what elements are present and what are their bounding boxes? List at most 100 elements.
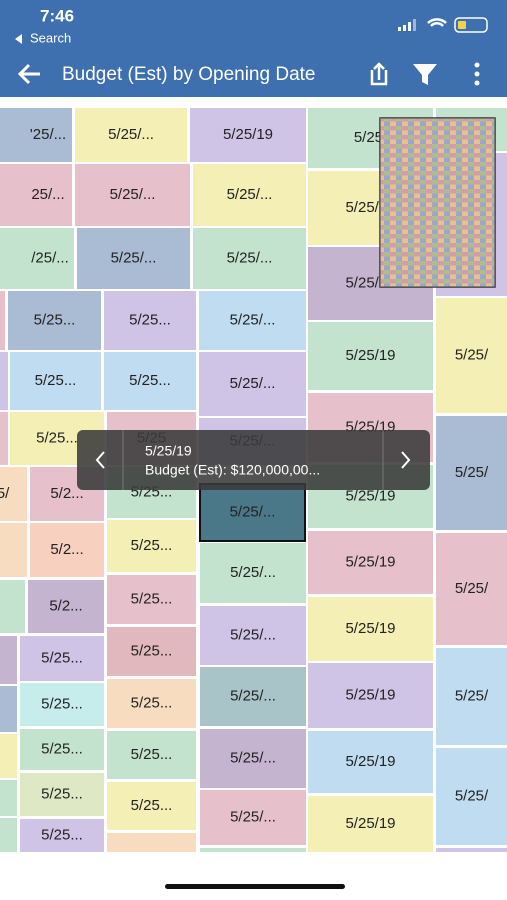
treemap-tile[interactable] [436,648,507,745]
battery-icon [454,17,488,33]
treemap-tile[interactable] [75,108,187,162]
treemap-tile[interactable] [436,416,507,530]
more-button[interactable] [474,62,480,86]
treemap-tile[interactable] [190,108,306,162]
treemap-tile[interactable] [0,636,17,684]
treemap-tile[interactable] [20,729,104,770]
treemap-tile[interactable] [0,580,25,633]
minimap[interactable] [379,117,496,288]
tile-label: 5/25/19 [345,487,395,504]
tile-label: 5/25... [41,785,83,802]
treemap-tile[interactable] [107,627,196,676]
treemap-tile[interactable] [0,352,8,410]
battery-level [458,21,466,29]
treemap-tile[interactable] [0,734,17,778]
tile-label: 5/25/... [227,186,273,203]
treemap-tile[interactable] [20,773,104,816]
treemap: '25/... 5/25/... 5/25/19 25/... 5/25/... 5/25… [0,108,507,852]
tile-label: 5/25/19 [345,753,395,770]
treemap-tile[interactable] [77,228,190,289]
treemap-tile[interactable] [10,352,101,410]
tile-label: 5/25/... [230,503,276,520]
tile-label: 25/... [31,186,64,203]
tooltip-prev[interactable] [95,451,105,469]
tile-label: 5/25... [36,429,78,446]
treemap-tile[interactable] [308,663,433,728]
treemap-tile[interactable] [107,833,196,852]
treemap-tile[interactable] [0,291,5,350]
treemap-tile[interactable] [0,164,72,226]
tile-label: 5/25/... [230,375,276,392]
treemap-tile[interactable] [200,848,306,852]
tile-label: 5/25/19 [345,620,395,637]
treemap-tile[interactable] [20,636,104,681]
share-button[interactable] [370,62,388,86]
treemap-tile[interactable] [0,686,17,732]
tile-label: 5/25/... [230,564,276,581]
tile-label: 5/25... [34,311,76,328]
treemap-tile[interactable] [199,291,306,350]
treemap-tile[interactable] [107,679,196,728]
tile-label: 5/ [0,485,10,502]
treemap-tile[interactable] [20,819,104,852]
treemap-tile[interactable] [199,352,306,416]
treemap-tile[interactable] [104,291,196,350]
tooltip-next[interactable] [401,451,411,469]
treemap-tile[interactable] [308,796,433,852]
treemap-tile[interactable] [107,731,196,779]
treemap-tile[interactable] [199,483,306,542]
minimap-shade [380,118,495,287]
treemap-tile[interactable] [200,543,306,603]
treemap-tile[interactable] [436,848,507,852]
treemap-tile[interactable] [0,818,17,852]
tile-label: 5/25/... [230,626,276,643]
treemap-tile[interactable] [0,228,74,289]
treemap-tile[interactable] [0,523,27,577]
tile-label: 5/2... [49,597,82,614]
home-indicator [165,884,345,889]
tooltip: 5/25/19 Budget (Est): $120,000,00... [77,430,430,490]
treemap-tile[interactable] [200,667,306,726]
treemap-tile[interactable] [30,523,104,577]
treemap-tile[interactable] [193,228,306,289]
treemap-tile[interactable] [75,164,190,226]
tile-label: 5/25... [41,649,83,666]
treemap-tile[interactable] [308,731,433,793]
tile-label: 5/25... [129,372,171,389]
treemap-tile[interactable] [107,575,196,624]
treemap-tile[interactable] [436,748,507,845]
treemap-tile[interactable] [193,164,306,226]
back-to-search[interactable]: Search [30,30,71,45]
tile-label: 5/25... [129,311,171,328]
back-caret [15,34,22,44]
tile-label: 5/25/... [108,126,154,143]
wifi-icon [427,18,447,27]
treemap-tile[interactable] [200,790,306,845]
treemap-tile[interactable] [308,597,433,661]
filter-button[interactable] [413,64,437,85]
tile-label: 5/25/... [230,808,276,825]
treemap-tile[interactable] [0,108,72,162]
treemap-tile[interactable] [20,683,104,726]
tile-label: 5/25/19 [345,815,395,832]
treemap-tile[interactable] [200,606,306,665]
treemap-tile[interactable] [0,467,27,521]
treemap-tile[interactable] [436,533,507,645]
treemap-tile[interactable] [8,291,101,350]
treemap-tile[interactable] [308,531,433,594]
treemap-tile[interactable] [308,322,433,390]
treemap-tile[interactable] [107,782,196,830]
back-button[interactable] [17,63,40,85]
treemap-tile[interactable] [0,780,17,816]
tile-label: /25/... [31,249,69,266]
tile-label: 5/25/ [455,687,489,704]
treemap-tile[interactable] [28,580,104,633]
tile-label: 5/25/... [111,249,157,266]
treemap-tile[interactable] [436,298,507,413]
tile-label: 5/25... [131,746,173,763]
treemap-tile[interactable] [200,729,306,788]
treemap-tile[interactable] [104,352,196,410]
treemap-tile[interactable] [107,520,196,572]
treemap-tile[interactable] [0,412,8,465]
